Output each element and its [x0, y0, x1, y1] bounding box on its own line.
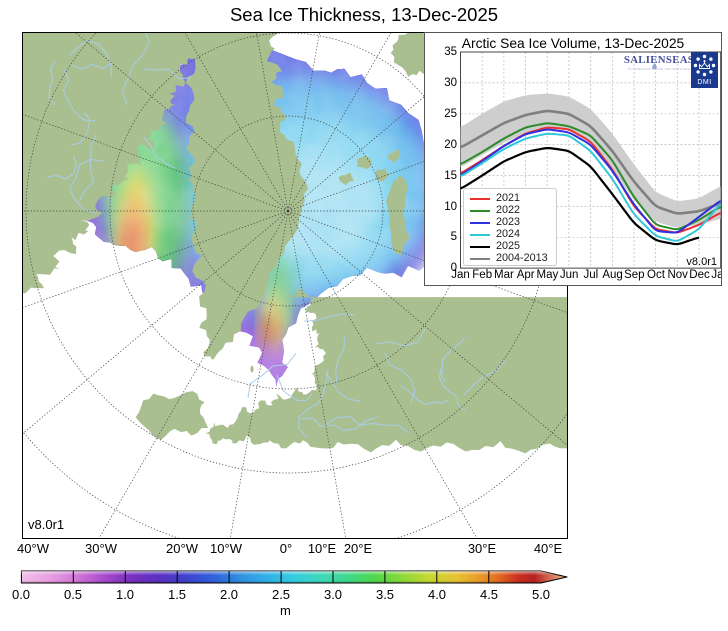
svg-text:DMI: DMI: [697, 79, 711, 86]
